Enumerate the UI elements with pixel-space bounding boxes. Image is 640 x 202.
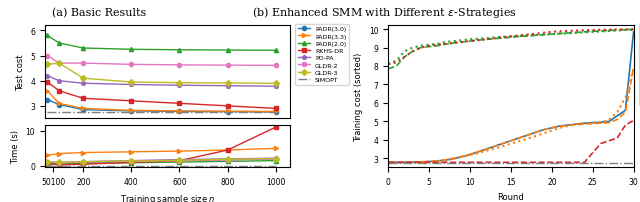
X-axis label: Training sample size $n$: Training sample size $n$ — [120, 192, 215, 202]
Y-axis label: Training cost (sorted): Training cost (sorted) — [355, 53, 364, 141]
Text: (b) Enhanced SMM with Different $\varepsilon$-Strategies: (b) Enhanced SMM with Different $\vareps… — [252, 5, 516, 20]
Y-axis label: Test cost: Test cost — [15, 54, 25, 91]
Legend: $\varepsilon=0$, $\varepsilon=30$, $\varepsilon_0=30$, $\varepsilon=300$, $\vare: $\varepsilon=0$, $\varepsilon=30$, $\var… — [639, 23, 640, 105]
X-axis label: Round: Round — [497, 192, 524, 201]
Y-axis label: Time (s): Time (s) — [11, 130, 20, 164]
Legend: PADR(3,0), PADR(3,3), PADR(2,0), RKHS-DR, PO-PA, GLDR-2, GLDR-3, SIMOPT: PADR(3,0), PADR(3,3), PADR(2,0), RKHS-DR… — [295, 24, 349, 85]
Text: (a) Basic Results: (a) Basic Results — [52, 8, 147, 18]
